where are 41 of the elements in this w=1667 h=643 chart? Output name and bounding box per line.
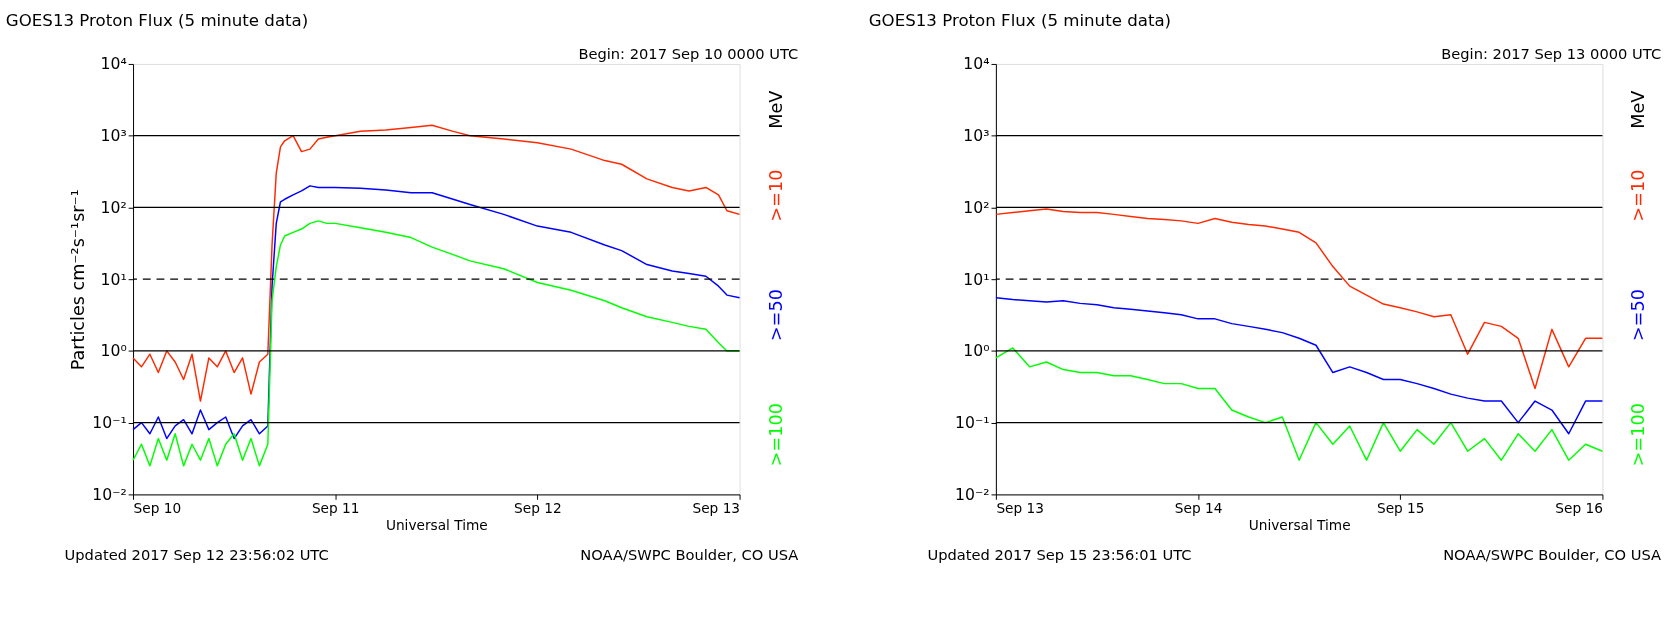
chart-subtitle: Begin: 2017 Sep 10 0000 UTC — [578, 45, 799, 63]
y-tick-label: 10¹ — [963, 269, 990, 289]
x-axis-title: Universal Time — [1248, 517, 1351, 534]
text: >=10 — [765, 169, 786, 222]
x-tick-label: Sep 13 — [692, 499, 741, 516]
text: Updated 2017 Sep 12 23:56:02 UTC — [64, 545, 329, 563]
legend-title: MeV — [1628, 90, 1649, 129]
y-tick-label: 10¹ — [100, 269, 127, 289]
chart-title: GOES13 Proton Flux (5 minute data) — [5, 10, 309, 30]
x-tick-label: Sep 15 — [1376, 499, 1425, 516]
chart-subtitle: Begin: 2017 Sep 13 0000 UTC — [1441, 45, 1662, 63]
x-tick-label: Sep 11 — [311, 499, 360, 516]
y-tick-label: 10³ — [963, 126, 990, 146]
y-tick-label: 10⁴ — [100, 54, 127, 74]
x-axis-title: Universal Time — [385, 517, 488, 534]
text: >=50 — [765, 289, 786, 341]
text: Updated 2017 Sep 15 23:56:01 UTC — [927, 545, 1192, 563]
y-tick-label: 10² — [963, 197, 990, 217]
y-tick-label: 10³ — [100, 126, 127, 146]
text: >=50 — [1628, 289, 1649, 341]
x-tick-label: Sep 10 — [133, 499, 182, 516]
text: NOAA/SWPC Boulder, CO USA — [1443, 545, 1662, 563]
y-tick-label: 10² — [100, 197, 127, 217]
y-tick-label: 10⁴ — [963, 54, 990, 74]
y-axis-title: Particles cm⁻²s⁻¹sr⁻¹ — [68, 189, 89, 371]
y-tick-label: 10⁻¹ — [92, 413, 127, 433]
y-tick-label: 10⁰ — [100, 341, 127, 361]
text: >=100 — [1628, 403, 1649, 467]
legend-title: MeV — [765, 90, 786, 129]
x-tick-label: Sep 13 — [996, 499, 1044, 516]
x-tick-label: Sep 16 — [1555, 499, 1603, 516]
y-tick-label: 10⁻² — [955, 484, 990, 504]
y-tick-label: 10⁰ — [963, 341, 990, 361]
x-tick-label: Sep 12 — [514, 499, 562, 516]
text: >=100 — [765, 403, 786, 467]
text: >=10 — [1628, 169, 1649, 222]
y-tick-label: 10⁻² — [92, 484, 127, 504]
y-tick-label: 10⁻¹ — [955, 413, 990, 433]
text: NOAA/SWPC Boulder, CO USA — [580, 545, 799, 563]
x-tick-label: Sep 14 — [1174, 499, 1223, 516]
chart-title: GOES13 Proton Flux (5 minute data) — [868, 10, 1172, 30]
